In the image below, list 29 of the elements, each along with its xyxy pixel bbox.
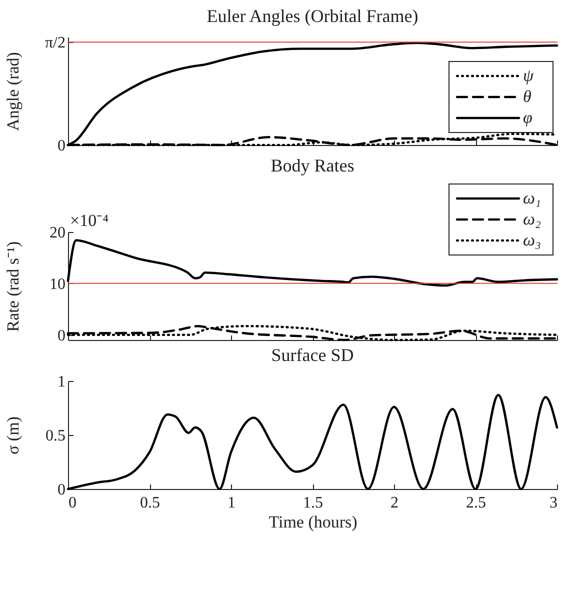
- x-tick-label: 2.5: [466, 494, 486, 512]
- x-tick-label: 1.5: [303, 494, 323, 512]
- y-axis-title: σ (m): [4, 416, 22, 454]
- x-tick-label: 2: [390, 494, 398, 512]
- y-tick-label: 0.5: [46, 428, 66, 444]
- text: ×10⁻⁴: [70, 211, 109, 230]
- x-tick-label: 0.5: [140, 494, 160, 512]
- x-tick-label: 0: [68, 494, 76, 512]
- y-tick-label: 0: [58, 482, 66, 498]
- legend-label: ω₃: [523, 230, 542, 250]
- legend-label: φ: [523, 108, 532, 127]
- legend-label: ω₂: [523, 210, 542, 228]
- y-tick-label: π/2: [44, 34, 66, 52]
- y-axis-title: Rate (rad s⁻¹): [4, 241, 22, 332]
- y-tick-label: 0: [58, 327, 66, 344]
- y-tick-label: 0: [58, 138, 66, 154]
- y-tick-label: 20: [50, 224, 66, 242]
- x-tick-label: 1: [228, 494, 236, 512]
- chart-title: Surface SD: [271, 345, 354, 365]
- x-tick-label: 3: [550, 494, 558, 512]
- y-tick-label: 10: [50, 276, 66, 293]
- x-axis-title: Time (hours): [268, 512, 358, 532]
- y-tick-label: 1: [58, 374, 66, 390]
- legend-label: ω₁: [523, 188, 541, 208]
- y-axis-title: Angle (rad): [4, 52, 22, 131]
- legend-label: θ: [523, 87, 532, 106]
- chart-title: Euler Angles (Orbital Frame): [206, 6, 418, 26]
- legend-label: ψ: [523, 66, 534, 85]
- chart-title: Body Rates: [270, 156, 354, 176]
